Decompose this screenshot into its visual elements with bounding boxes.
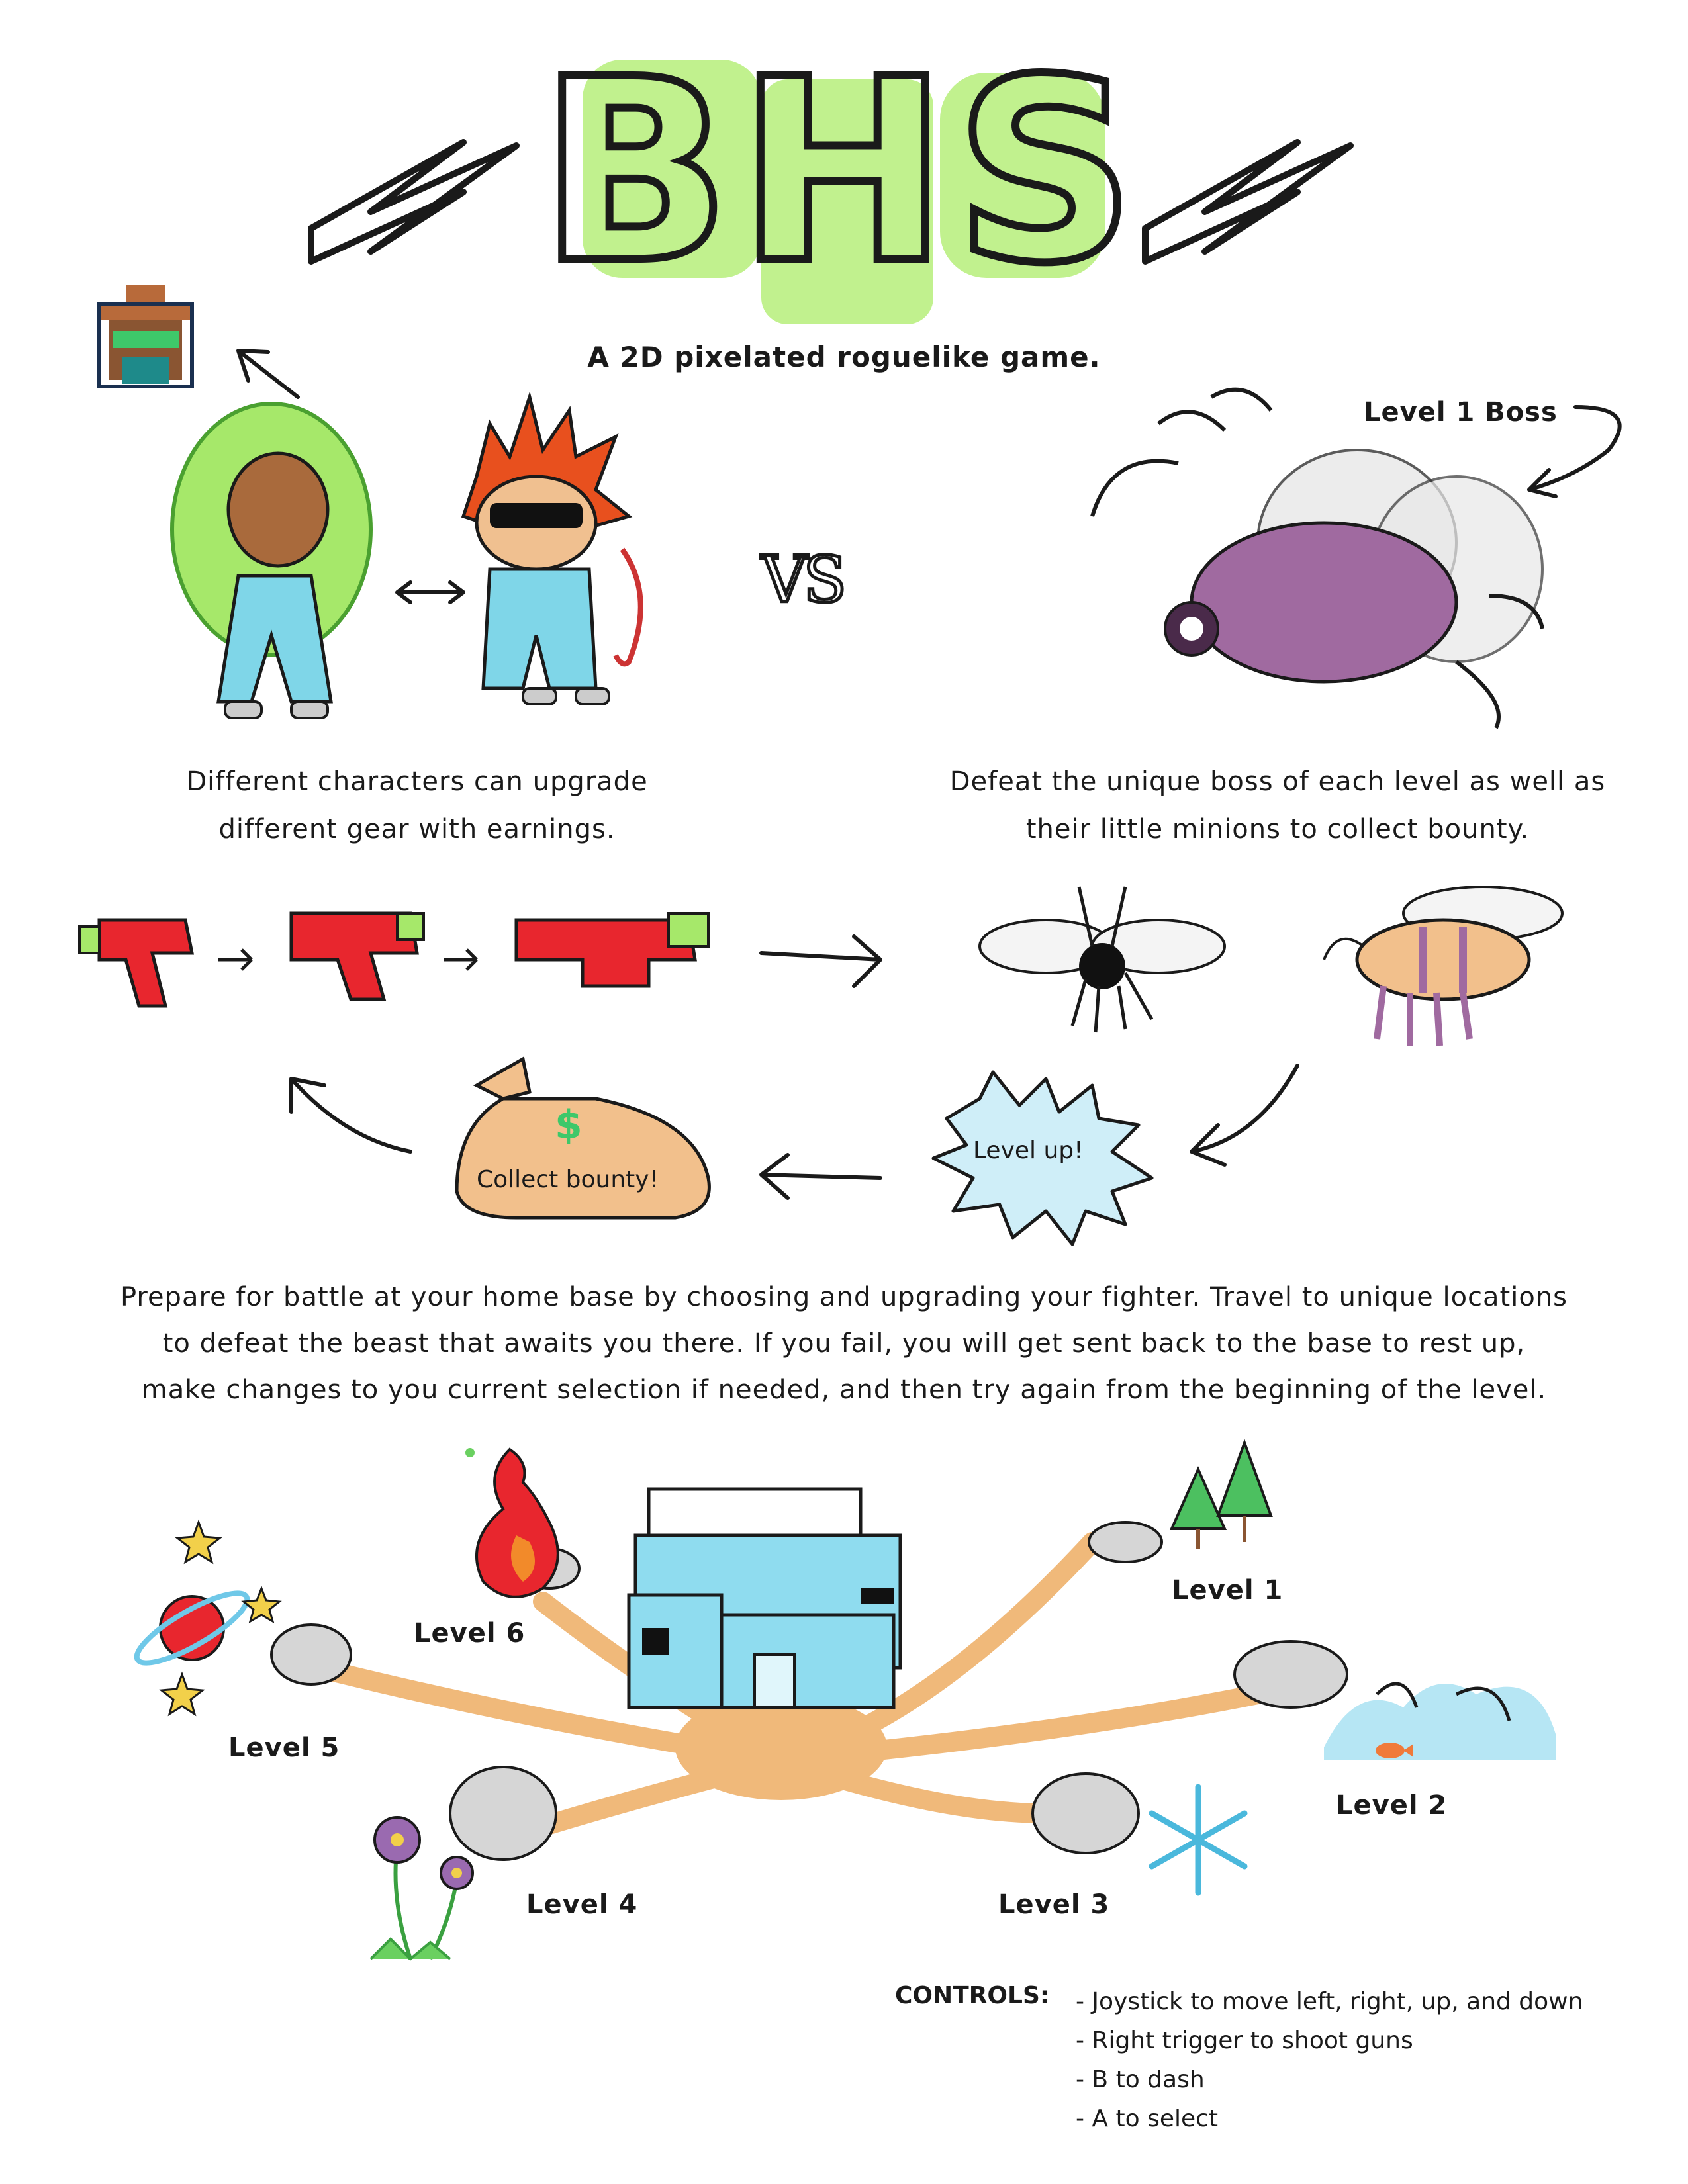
level-6-label[interactable]: Level 6 bbox=[414, 1618, 526, 1649]
arrow-icon bbox=[759, 1153, 882, 1200]
controls-list: - Joystick to move left, right, up, and … bbox=[1076, 1982, 1583, 2138]
control-item: - Joystick to move left, right, up, and … bbox=[1076, 1988, 1583, 2015]
character-green-hair bbox=[170, 402, 373, 719]
home-base-building bbox=[627, 1487, 902, 1709]
planet-icon bbox=[134, 1590, 250, 1666]
stepping-stone bbox=[270, 1623, 352, 1686]
boss-bug bbox=[1090, 387, 1544, 729]
arrow-icon bbox=[1190, 1064, 1299, 1167]
stepping-stone bbox=[1233, 1640, 1348, 1709]
gun-icon bbox=[78, 918, 195, 1008]
arrow-icon bbox=[444, 948, 478, 971]
gun-icon bbox=[289, 911, 425, 1001]
page-title: BHS bbox=[535, 25, 1143, 318]
characters-caption: Different characters can upgrade differe… bbox=[186, 766, 648, 844]
wasp-minion-icon bbox=[1323, 886, 1564, 1046]
level-up-burst-icon bbox=[931, 1070, 1154, 1246]
arrow-icon bbox=[218, 948, 253, 971]
fly-minion-icon bbox=[978, 886, 1226, 1033]
stepping-stone bbox=[1031, 1772, 1140, 1854]
arrow-icon bbox=[1527, 405, 1622, 498]
snowflake-icon bbox=[1149, 1784, 1248, 1896]
lightning-bolt-icon bbox=[1142, 139, 1354, 265]
control-item: - A to select bbox=[1076, 2105, 1219, 2132]
boss-label: Level 1 Boss bbox=[1364, 397, 1558, 428]
wave-icon bbox=[1324, 1682, 1556, 1760]
star-icon bbox=[241, 1585, 282, 1624]
boss-caption: Defeat the unique boss of each level as … bbox=[949, 766, 1606, 844]
collect-bounty-label: Collect bounty! bbox=[477, 1166, 659, 1193]
stepping-stone bbox=[1088, 1521, 1163, 1563]
path-hub bbox=[675, 1694, 887, 1800]
level-3-label[interactable]: Level 3 bbox=[998, 1889, 1110, 1920]
level-5-label[interactable]: Level 5 bbox=[228, 1733, 340, 1763]
level-4-label[interactable]: Level 4 bbox=[526, 1889, 638, 1920]
dollar-sign: $ bbox=[555, 1102, 583, 1148]
control-item: - Right trigger to shoot guns bbox=[1076, 2027, 1413, 2054]
control-item: - B to dash bbox=[1076, 2066, 1205, 2093]
stepping-stone bbox=[449, 1766, 557, 1861]
fire-icon bbox=[465, 1447, 559, 1598]
trees-icon bbox=[1169, 1439, 1273, 1549]
level-up-label: Level up! bbox=[973, 1137, 1084, 1164]
lightning-bolt-icon bbox=[308, 139, 520, 265]
fish-icon bbox=[1376, 1743, 1413, 1758]
star-icon bbox=[175, 1519, 222, 1565]
level-1-label[interactable]: Level 1 bbox=[1172, 1575, 1284, 1606]
arrow-icon bbox=[289, 1077, 412, 1154]
arrow-icon bbox=[236, 349, 300, 399]
vs-label: VS bbox=[759, 541, 848, 619]
pixel-cowboy-icon bbox=[97, 285, 194, 388]
description: Prepare for battle at your home base by … bbox=[120, 1282, 1568, 1405]
star-icon bbox=[159, 1671, 205, 1717]
level-2-label[interactable]: Level 2 bbox=[1336, 1790, 1448, 1821]
flower-icon bbox=[369, 1816, 474, 1961]
money-bag-icon bbox=[455, 1056, 711, 1220]
character-orange-hair bbox=[461, 391, 643, 705]
subtitle: A 2D pixelated roguelike game. bbox=[587, 341, 1101, 373]
controls-heading: CONTROLS: bbox=[895, 1982, 1050, 2009]
gun-icon bbox=[514, 912, 710, 988]
swap-arrow-icon bbox=[395, 580, 465, 604]
arrow-icon bbox=[759, 934, 882, 988]
